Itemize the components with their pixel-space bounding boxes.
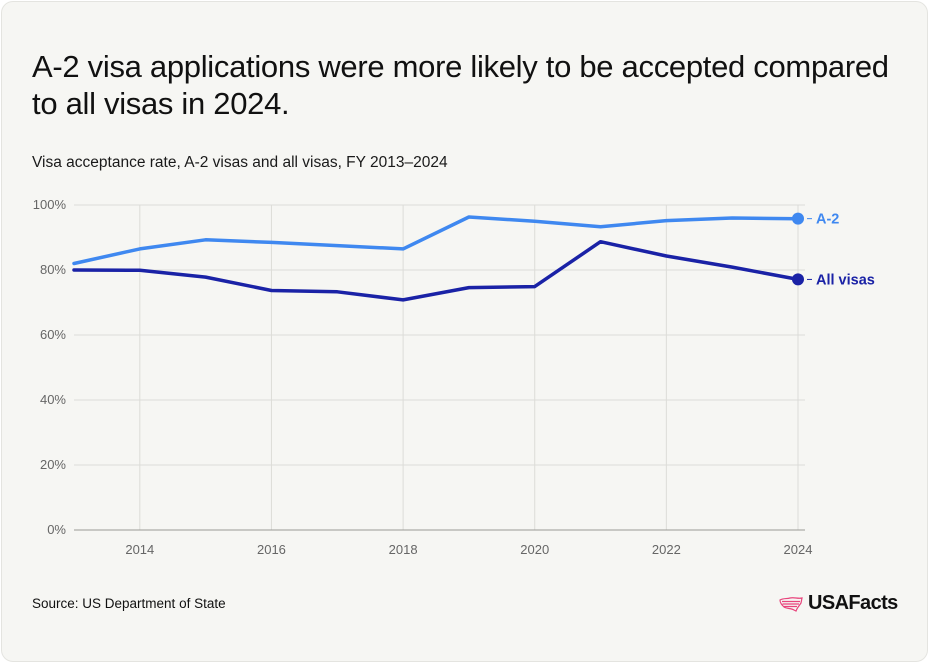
series-line-a-2 (72, 215, 800, 266)
x-tick-label: 2018 (389, 542, 418, 557)
x-tick-label: 2014 (125, 542, 154, 557)
y-tick-label: 20% (40, 457, 66, 472)
usafacts-logo[interactable]: USAFacts (778, 592, 898, 615)
logo-text: USAFacts (808, 592, 898, 614)
x-tick-label: 2022 (652, 542, 681, 557)
x-tick-label: 2020 (520, 542, 549, 557)
x-tick-label: 2016 (257, 542, 286, 557)
chart-title: A-2 visa applications were more likely t… (32, 49, 889, 121)
series-line-all-visas (72, 239, 800, 302)
series-label-a-2: A-2 (816, 212, 839, 228)
y-tick-label: 40% (40, 392, 66, 407)
source-note: Source: US Department of State (32, 596, 226, 611)
series-end-point-all-visas (792, 273, 804, 286)
y-tick-label: 0% (47, 522, 66, 537)
series-label-all-visas: All visas (816, 272, 875, 288)
y-tick-label: 60% (40, 327, 66, 342)
us-map-flag-icon (779, 596, 803, 612)
x-tick-label: 2024 (784, 542, 813, 557)
series-end-point-a-2 (792, 212, 804, 225)
y-tick-label: 80% (40, 262, 66, 277)
chart-subtitle: Visa acceptance rate, A-2 visas and all … (32, 154, 448, 171)
y-tick-label: 100% (33, 197, 67, 212)
